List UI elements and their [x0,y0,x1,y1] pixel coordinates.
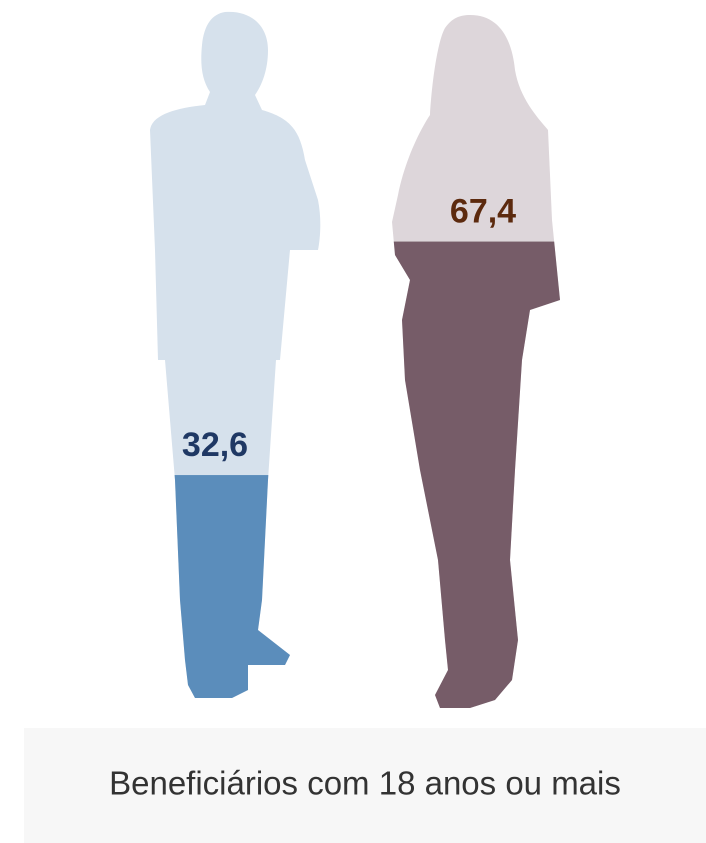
figures: 32,6 67,4 [140,12,570,710]
value-label: 67,4 [450,193,516,231]
chart-title: Beneficiários com 18 anos ou mais [109,765,621,802]
value-label: 32,6 [182,426,248,464]
fill-level [140,475,330,700]
chart: 32,6 67,4 Beneficiários com 18 anos ou ma… [0,0,706,843]
fill-level [385,242,570,710]
